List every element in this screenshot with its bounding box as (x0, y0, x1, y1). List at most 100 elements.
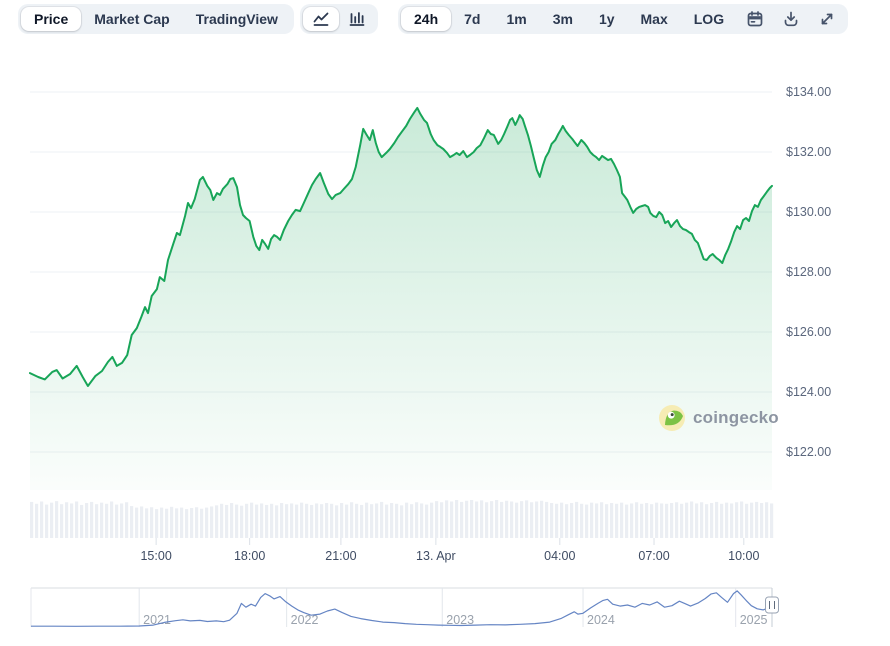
volume-bar (655, 502, 659, 538)
x-axis-label: 07:00 (638, 549, 669, 563)
y-axis-label: $122.00 (786, 445, 831, 459)
volume-bar (85, 503, 89, 538)
coingecko-watermark: coingecko (658, 404, 779, 432)
volume-bar (510, 501, 514, 538)
volume-bar (660, 503, 664, 538)
volume-bar (580, 503, 584, 538)
range-group: 24h 7d 1m 3m 1y Max LOG (398, 4, 849, 34)
volume-bar (530, 502, 534, 538)
volume-bar (150, 507, 154, 538)
x-axis-label: 10:00 (728, 549, 759, 563)
volume-bar (600, 502, 604, 538)
volume-bar (285, 504, 289, 538)
volume-bar (315, 503, 319, 538)
x-axis-label: 21:00 (325, 549, 356, 563)
volume-bar (175, 508, 179, 538)
volume-bar (605, 504, 609, 538)
volume-bar (240, 505, 244, 538)
range-1m[interactable]: 1m (493, 7, 539, 31)
volume-bar (65, 502, 69, 538)
volume-bar (390, 503, 394, 538)
volume-bar (210, 506, 214, 538)
volume-bar (255, 504, 259, 538)
volume-bar (330, 503, 334, 538)
bar-chart-icon[interactable] (339, 7, 375, 31)
volume-bar (690, 501, 694, 538)
volume-bar (35, 503, 39, 538)
volume-bar (680, 503, 684, 538)
navigator-year-label: 2023 (446, 613, 474, 627)
range-24h[interactable]: 24h (401, 7, 452, 31)
chart-toolbar: Price Market Cap TradingView (0, 0, 890, 44)
volume-bar (220, 503, 224, 538)
navigator-right-handle[interactable] (765, 596, 779, 614)
log-scale-toggle[interactable]: LOG (681, 7, 737, 31)
volume-bar (95, 504, 99, 538)
volume-bar (165, 508, 169, 538)
navigator-track[interactable] (31, 588, 772, 627)
volume-bar (305, 503, 309, 538)
volume-bar (485, 502, 489, 538)
volume-bar (665, 503, 669, 538)
volume-bar (120, 503, 124, 538)
volume-bar (635, 502, 639, 538)
volume-bar (185, 509, 189, 538)
volume-bar (225, 504, 229, 538)
volume-bar (760, 503, 764, 538)
volume-bar (500, 501, 504, 538)
volume-bar (515, 502, 519, 538)
range-1y[interactable]: 1y (586, 7, 628, 31)
line-chart-icon[interactable] (303, 7, 339, 31)
volume-bar (425, 504, 429, 538)
volume-bar (445, 500, 449, 538)
fullscreen-icon[interactable] (809, 7, 845, 31)
volume-bar (395, 503, 399, 538)
navigator-year-label: 2022 (291, 613, 319, 627)
navigator-year-label: 2021 (143, 613, 171, 627)
volume-bar (535, 501, 539, 538)
volume-bar (245, 503, 249, 538)
volume-bar (685, 502, 689, 538)
range-3m[interactable]: 3m (540, 7, 586, 31)
volume-bar (70, 503, 74, 538)
volume-bar (385, 504, 389, 538)
coingecko-gecko-icon (659, 405, 685, 431)
volume-bar (550, 503, 554, 538)
volume-bar (560, 502, 564, 538)
volume-bar (435, 501, 439, 538)
range-7d[interactable]: 7d (451, 7, 493, 31)
volume-bar (575, 501, 579, 538)
volume-bar (545, 501, 549, 538)
volume-bar (265, 504, 269, 538)
volume-bar (275, 505, 279, 538)
download-icon[interactable] (773, 7, 809, 31)
volume-bar (590, 502, 594, 538)
volume-bar (370, 504, 374, 538)
tab-price[interactable]: Price (21, 7, 82, 31)
volume-bar (30, 501, 34, 538)
volume-bar (650, 504, 654, 538)
volume-bar (490, 501, 494, 538)
volume-bar (645, 503, 649, 538)
volume-bar (710, 503, 714, 538)
volume-bar (520, 501, 524, 538)
volume-bar (145, 508, 149, 538)
tab-tradingview[interactable]: TradingView (183, 7, 291, 31)
y-axis-label: $130.00 (786, 205, 831, 219)
volume-bar (615, 503, 619, 538)
volume-bar (440, 502, 444, 538)
volume-bar (340, 503, 344, 538)
price-area-fill (30, 107, 772, 491)
volume-bar (730, 503, 734, 538)
volume-bar (170, 506, 174, 538)
range-max[interactable]: Max (628, 7, 681, 31)
volume-bar (565, 504, 569, 538)
tab-market-cap[interactable]: Market Cap (81, 7, 182, 31)
calendar-icon[interactable] (737, 7, 773, 31)
volume-bar (160, 507, 164, 538)
volume-bar (75, 501, 79, 538)
navigator-year-label: 2024 (587, 613, 615, 627)
volume-bar (480, 500, 484, 538)
volume-bar (200, 508, 204, 538)
